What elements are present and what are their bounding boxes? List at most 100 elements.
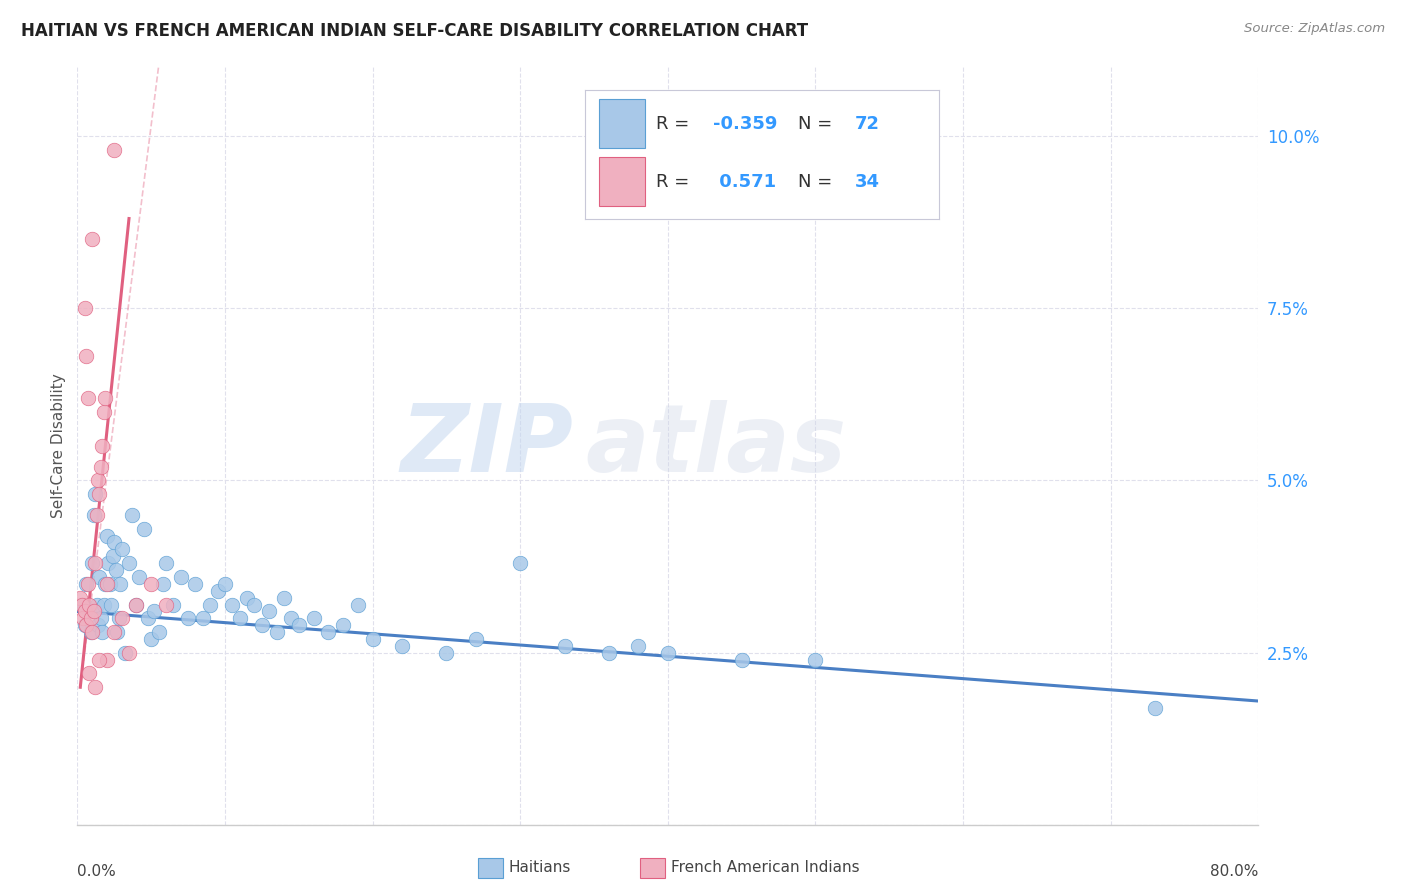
Point — [91, 439, 114, 453]
Point — [98, 577, 121, 591]
Point — [155, 598, 177, 612]
Point — [84, 556, 107, 570]
Point — [76, 577, 98, 591]
Point — [128, 570, 150, 584]
Point — [554, 639, 576, 653]
Text: 0.0%: 0.0% — [77, 864, 117, 879]
Point — [121, 508, 143, 522]
Point — [72, 611, 94, 625]
Point — [77, 604, 100, 618]
Point — [250, 618, 273, 632]
Point — [141, 632, 163, 646]
Point — [627, 639, 650, 653]
Point — [97, 556, 120, 570]
Point — [93, 404, 115, 418]
Point — [332, 618, 354, 632]
Point — [148, 625, 170, 640]
Point — [89, 653, 111, 667]
Point — [75, 350, 97, 364]
Point — [509, 556, 531, 570]
Point — [136, 611, 159, 625]
Point — [82, 556, 104, 570]
Point — [141, 577, 163, 591]
Point — [87, 618, 110, 632]
Text: Source: ZipAtlas.com: Source: ZipAtlas.com — [1244, 22, 1385, 36]
Point — [731, 653, 754, 667]
Point — [82, 232, 104, 246]
Point — [155, 556, 177, 570]
Point — [79, 611, 101, 625]
Point — [83, 604, 105, 618]
Point — [177, 611, 200, 625]
Text: ZIP: ZIP — [401, 400, 574, 492]
Point — [143, 604, 166, 618]
Point — [170, 570, 193, 584]
Text: French American Indians: French American Indians — [671, 861, 859, 875]
Point — [1144, 701, 1167, 715]
Point — [70, 598, 93, 612]
Point — [77, 598, 100, 612]
Point — [89, 570, 111, 584]
Point — [101, 549, 124, 564]
Point — [361, 632, 384, 646]
Point — [236, 591, 259, 605]
Point — [82, 625, 104, 640]
Point — [94, 577, 117, 591]
Point — [391, 639, 413, 653]
Point — [118, 556, 141, 570]
Point — [132, 522, 155, 536]
Point — [598, 646, 620, 660]
Point — [288, 618, 311, 632]
Point — [75, 618, 97, 632]
Point — [79, 625, 101, 640]
Point — [69, 591, 91, 605]
Point — [162, 598, 184, 612]
Point — [118, 646, 141, 660]
Y-axis label: Self-Care Disability: Self-Care Disability — [51, 374, 66, 518]
Point — [96, 577, 118, 591]
Point — [86, 598, 108, 612]
Point — [114, 646, 136, 660]
Text: Haitians: Haitians — [509, 861, 571, 875]
Point — [70, 598, 93, 612]
Point — [465, 632, 488, 646]
Point — [125, 598, 148, 612]
Point — [84, 680, 107, 694]
Point — [75, 577, 97, 591]
Point — [105, 625, 128, 640]
Point — [91, 625, 114, 640]
Point — [83, 508, 105, 522]
Point — [93, 598, 115, 612]
Point — [90, 459, 112, 474]
Point — [100, 598, 122, 612]
Point — [804, 653, 827, 667]
Point — [76, 391, 98, 405]
Point — [108, 577, 131, 591]
Point — [318, 625, 340, 640]
Point — [302, 611, 325, 625]
Point — [87, 474, 110, 488]
Point — [96, 528, 118, 542]
Point — [73, 618, 96, 632]
Point — [280, 611, 302, 625]
Point — [214, 577, 236, 591]
Point — [73, 301, 96, 315]
Point — [103, 535, 125, 549]
Point — [191, 611, 214, 625]
Point — [347, 598, 370, 612]
Point — [207, 583, 229, 598]
Point — [152, 577, 174, 591]
Point — [86, 508, 108, 522]
Point — [111, 611, 132, 625]
Text: HAITIAN VS FRENCH AMERICAN INDIAN SELF-CARE DISABILITY CORRELATION CHART: HAITIAN VS FRENCH AMERICAN INDIAN SELF-C… — [21, 22, 808, 40]
Point — [103, 625, 125, 640]
Text: atlas: atlas — [585, 400, 846, 492]
Point — [243, 598, 266, 612]
Point — [94, 391, 117, 405]
Point — [89, 487, 111, 501]
Point — [125, 598, 148, 612]
Point — [107, 611, 129, 625]
Point — [221, 598, 243, 612]
Point — [96, 653, 118, 667]
Point — [103, 143, 125, 157]
